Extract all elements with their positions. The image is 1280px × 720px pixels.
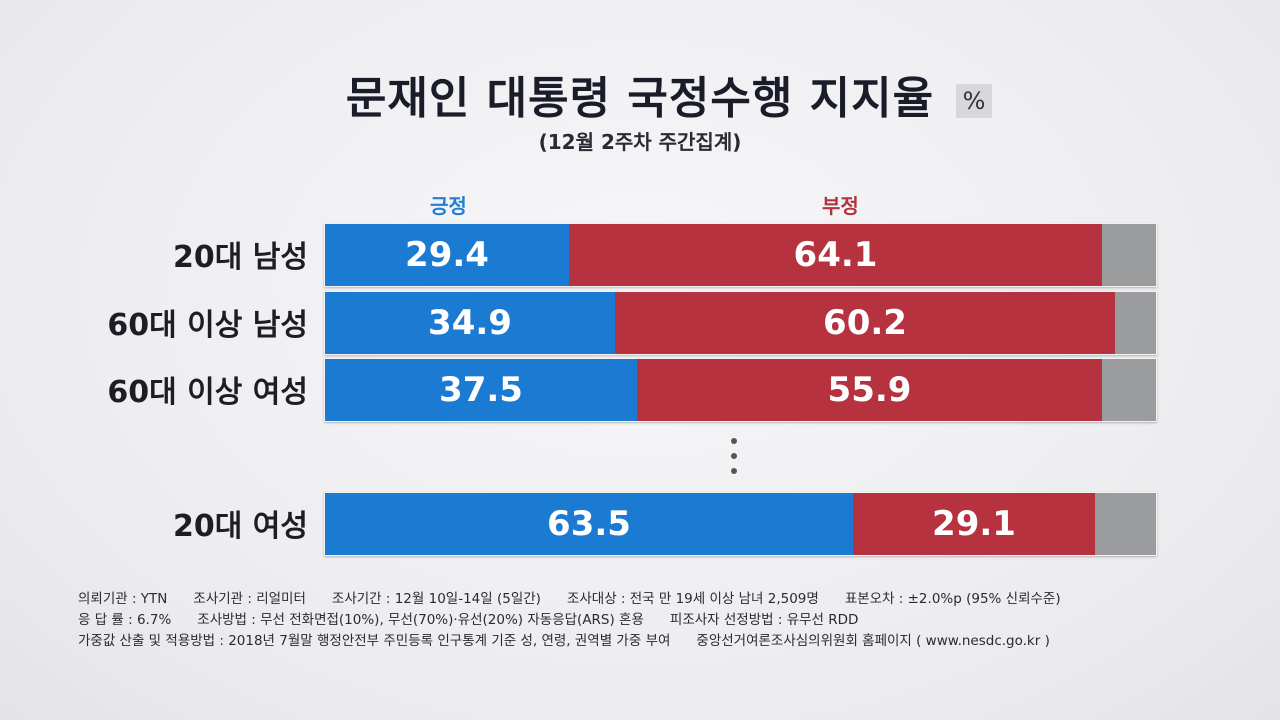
footnote-line-2: 응 답 률 : 6.7% 조사방법 : 무선 전화면접(10%), 무선(70%)… [78,610,1238,631]
bar-positive: 34.9 [325,292,615,354]
footnote-line-3: 가중값 산출 및 적용방법 : 2018년 7월말 행정안전부 주민등록 인구통… [78,631,1238,652]
footnote-response-rate: 응 답 률 : 6.7% [78,612,172,628]
bar-negative: 29.1 [853,493,1095,555]
footnote-weighting: 가중값 산출 및 적용방법 : 2018년 7월말 행정안전부 주민등록 인구통… [78,633,671,649]
chart-subtitle: (12월 2주차 주간집계) [538,130,742,154]
bar-positive: 29.4 [325,224,569,286]
bar-negative: 60.2 [615,292,1115,354]
footnote-selection: 피조사자 선정방법 : 유무선 RDD [669,612,859,628]
bar-row: 29.4 64.1 [324,223,1157,287]
data-label: 55.9 [827,370,912,410]
data-label: 34.9 [428,303,512,343]
bar-negative: 55.9 [637,359,1102,421]
data-label: 29.4 [405,235,489,275]
legend-negative: 부정 [822,194,859,218]
row-label: 60대 이상 남성 [107,308,308,343]
bar-row: 37.5 55.9 [324,358,1157,422]
footnote-error: 표본오차 : ±2.0%p (95% 신뢰수준) [844,591,1061,607]
footnote-line-1: 의뢰기관 : YTN 조사기관 : 리얼미터 조사기간 : 12월 10일-14일 … [78,589,1238,610]
row-label: 60대 이상 여성 [107,375,308,410]
unit-badge: % [956,84,992,118]
footnote-client: 의뢰기관 : YTN [78,591,168,607]
data-label: 64.1 [793,235,878,275]
bar-positive: 63.5 [325,493,853,555]
data-label: 29.1 [932,504,1016,544]
row-label: 20대 여성 [173,509,308,544]
bar-positive: 37.5 [325,359,637,421]
bar-row: 34.9 60.2 [324,291,1157,355]
legend-positive: 긍정 [430,194,467,218]
bar-row: 63.5 29.1 [324,492,1157,556]
footnote-website: 중앙선거여론조사심의위원회 홈페이지 ( www.nesdc.go.kr ) [696,633,1050,649]
footnote-agency: 조사기관 : 리얼미터 [193,591,306,607]
data-label: 60.2 [823,303,907,343]
footnote-period: 조사기간 : 12월 10일-14일 (5일간) [331,591,541,607]
data-label: 37.5 [439,370,523,410]
data-label: 63.5 [547,504,631,544]
ellipsis-dots [731,438,737,483]
footnote-method: 조사방법 : 무선 전화면접(10%), 무선(70%)·유선(20%) 자동응… [197,612,644,628]
survey-footnotes: 의뢰기관 : YTN 조사기관 : 리얼미터 조사기간 : 12월 10일-14일 … [78,589,1238,652]
footnote-target: 조사대상 : 전국 만 19세 이상 남녀 2,509명 [566,591,819,607]
bar-negative: 64.1 [569,224,1102,286]
row-label: 20대 남성 [173,240,308,275]
chart-title: 문재인 대통령 국정수행 지지율 [345,73,935,124]
